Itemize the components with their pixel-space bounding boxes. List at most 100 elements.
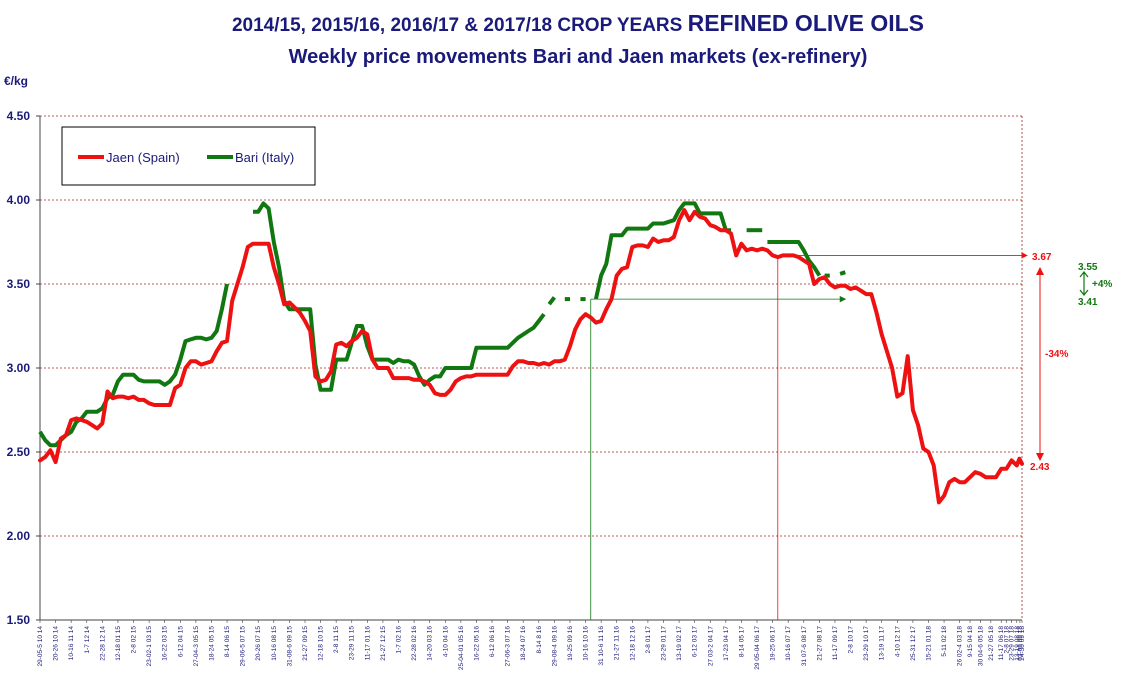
x-tick-label: 5-11 02 18 <box>941 626 948 657</box>
x-tick-label: 16-22 03 15 <box>162 626 169 661</box>
x-tick-label: 18-24 05 15 <box>208 626 215 661</box>
chart-title-part2: REFINED OLIVE OILS <box>688 10 924 36</box>
y-tick-label: 4.50 <box>7 109 31 123</box>
legend: Jaen (Spain) Bari (Italy) <box>61 126 316 186</box>
x-tick-label: 24-30 09 18 <box>1019 626 1026 661</box>
x-tick-label: 21-27 12 15 <box>380 626 387 661</box>
x-tick-label: 25-31 12 17 <box>910 626 917 661</box>
x-tick-label: 10-16 08 15 <box>271 626 278 661</box>
series-line-bari <box>593 201 731 300</box>
x-tick-label: 2-8 07 18 <box>1003 626 1010 654</box>
legend-label-bari: Bari (Italy) <box>235 150 294 165</box>
x-tick-label: 11-17 06 18 <box>998 626 1005 661</box>
x-tick-label: 14-20 03 16 <box>427 626 434 661</box>
series-line-jaen <box>38 208 1024 505</box>
x-tick-label: 2-8 01 17 <box>645 626 652 654</box>
x-tick-labels: 29-05-5 10 14 20-26 10 14 10-16 11 14 1-7 1… <box>37 620 1026 670</box>
x-tick-label: 11-17 09 17 <box>832 626 839 661</box>
x-tick-label: 29 05-04 06 17 <box>754 626 761 670</box>
x-tick-label: 8-14 8 16 <box>536 626 543 654</box>
x-tick-label: 4-10 04 16 <box>442 626 449 657</box>
x-tick-label: 29-06-5 07 15 <box>240 626 247 667</box>
series-line-bari <box>839 270 846 276</box>
x-tick-label: 1-7 12 14 <box>84 626 91 654</box>
y-tick-label: 1.50 <box>7 613 31 627</box>
series-line-bari <box>38 283 229 448</box>
x-tick-label: 12-18 01 15 <box>115 626 122 661</box>
x-tick-label: 23-29 10 17 <box>863 626 870 661</box>
x-tick-label: 13-19 11 17 <box>879 626 886 661</box>
x-tick-label: 26 02-4 03 18 <box>957 626 964 667</box>
x-tick-label: 23-02-1 03 15 <box>146 626 153 667</box>
x-tick-label: 27-06-3 07 16 <box>505 626 512 667</box>
annotation-drop: -34% <box>1045 349 1068 360</box>
x-tick-label: 22-28 02 16 <box>411 626 418 661</box>
x-tick-label: 27-04-3 05 15 <box>193 626 200 667</box>
annotation-bari-arrow <box>1079 271 1089 296</box>
x-tick-label: 15-21 01 18 <box>925 626 932 661</box>
x-tick-label: 1-7 02 16 <box>396 626 403 654</box>
annotation-bari-high: 3.55 <box>1078 262 1098 273</box>
x-tick-label: 20-26 07 15 <box>255 626 262 661</box>
x-tick-label: 4-10 12 17 <box>894 626 901 657</box>
x-tick-label: 17-23 04 17 <box>723 626 730 661</box>
x-tick-label: 11-17 01 16 <box>364 626 371 661</box>
annotation-bari-change: +4% <box>1092 279 1112 290</box>
x-tick-label: 13-19 02 17 <box>676 626 683 661</box>
x-tick-label: 21-27 09 15 <box>302 626 309 661</box>
x-tick-label: 8-14 05 17 <box>738 626 745 657</box>
x-tick-label: 12-18 12 16 <box>629 626 636 661</box>
x-tick-label: 31 10-6 11 16 <box>598 626 605 666</box>
x-tick-label: 10-16 11 14 <box>68 626 75 661</box>
x-tick-label: 18-24 07 16 <box>520 626 527 661</box>
x-tick-label: 29-08-4 09 16 <box>551 626 558 667</box>
x-tick-label: 12-18 10 15 <box>318 626 325 661</box>
legend-label-jaen: Jaen (Spain) <box>106 150 180 165</box>
x-tick-label: 23-29 11 15 <box>349 626 356 661</box>
reference-lines <box>590 252 1028 620</box>
x-tick-label: 2-8 11 15 <box>333 626 340 653</box>
x-tick-label: 27 03-2 04 17 <box>707 626 714 667</box>
x-tick-label: 30 04-6 05 18 <box>977 626 984 667</box>
y-tick-label: 2.00 <box>7 529 31 543</box>
x-tick-label: 9-15 04 18 <box>967 626 974 657</box>
x-tick-label: 2-8 02 15 <box>131 626 138 654</box>
x-tick-label: 21-27 11 16 <box>614 626 621 661</box>
series-lines <box>38 201 1024 505</box>
x-tick-label: 19-25 06 17 <box>770 626 777 661</box>
annotation-top-value: 3.67 <box>1032 252 1052 263</box>
y-tick-label: 4.00 <box>7 193 31 207</box>
y-axis-label: €/kg <box>4 74 28 88</box>
x-tick-label: 6-12 04 15 <box>177 626 184 657</box>
x-tick-label: 31-08-6 09 15 <box>286 626 293 667</box>
x-tick-label: 13-19 08 18 <box>1014 626 1021 661</box>
y-tick-label: 3.00 <box>7 361 31 375</box>
x-tick-label: 21-27 05 18 <box>988 626 995 661</box>
x-tick-label: 23-29 07 18 <box>1009 626 1016 661</box>
x-tick-label: 10-16 10 16 <box>583 626 590 661</box>
x-tick-label: 22-28 12 14 <box>99 626 106 661</box>
x-tick-label: 31 07-6 08 17 <box>801 626 808 667</box>
x-tick-label: 25-04-01 05 16 <box>458 626 465 670</box>
legend-box <box>61 126 316 186</box>
x-tick-label: 6-12 06 16 <box>489 626 496 657</box>
x-tick-label: 03-09 09 18 <box>1017 626 1024 661</box>
annotation-bottom-value: 2.43 <box>1030 462 1050 473</box>
x-tick-label: 10-16 07 17 <box>785 626 792 661</box>
series-line-bari <box>547 296 556 306</box>
x-tick-label: 21-27 08 17 <box>816 626 823 661</box>
chart-subtitle: Weekly price movements Bari and Jaen mar… <box>289 46 868 68</box>
x-tick-label: 16-22 05 16 <box>473 626 480 661</box>
series-line-bari <box>253 201 546 392</box>
x-tick-label: 20-26 10 14 <box>53 626 60 661</box>
y-tick-label: 2.50 <box>7 445 31 459</box>
chart-title-part1: 2014/15, 2015/16, 2016/17 & 2017/18 CROP… <box>232 15 688 36</box>
x-tick-label: 2-8 10 17 <box>848 626 855 654</box>
chart-title: 2014/15, 2015/16, 2016/17 & 2017/18 CROP… <box>232 10 924 36</box>
x-tick-label: 29-05-5 10 14 <box>37 626 44 667</box>
x-tick-label: 23-29 01 17 <box>660 626 667 661</box>
y-tick-labels: 1.50 2.00 2.50 3.00 3.50 4.00 4.50 <box>7 109 40 627</box>
y-tick-label: 3.50 <box>7 277 31 291</box>
x-tick-label: 19-25 09 16 <box>567 626 574 661</box>
